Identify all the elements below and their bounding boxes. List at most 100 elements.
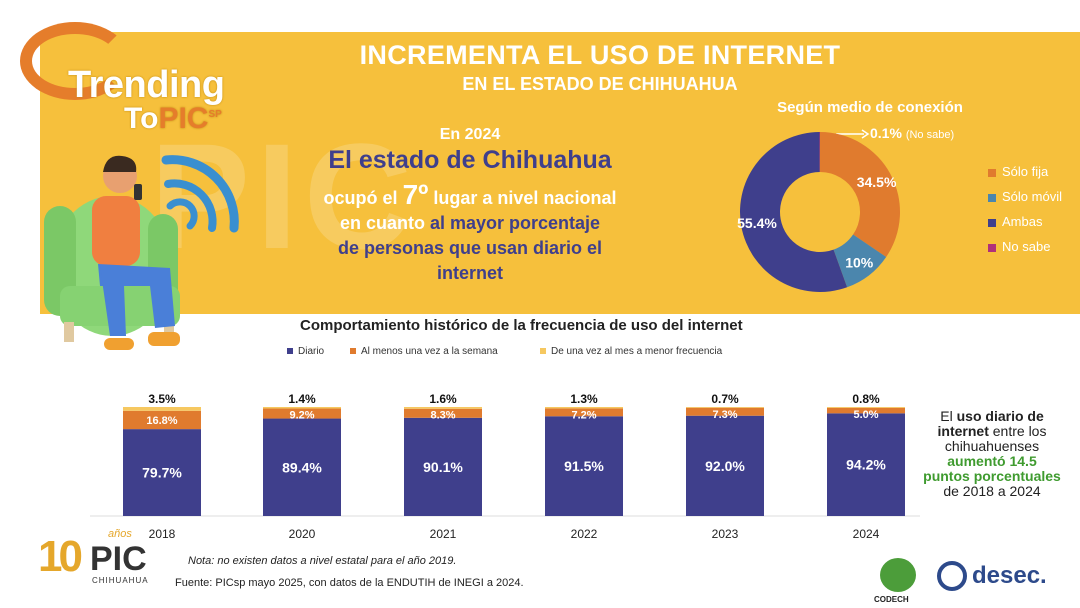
legend-label: Al menos una vez a la semana (361, 346, 498, 357)
history-legend-item-2: De una vez al mes a menor frecuencia (540, 346, 722, 357)
bar-label-2022-0: 91.5% (564, 458, 604, 474)
x-tick-2024: 2024 (853, 527, 880, 541)
bar-2018-0 (123, 429, 201, 516)
donut-slice-1 (833, 234, 887, 288)
legend-swatch (988, 218, 996, 227)
bar-2024-2 (827, 407, 905, 408)
source-note: Fuente: PICsp mayo 2025, con datos de la… (175, 577, 524, 589)
desec-logo-icon (937, 561, 967, 591)
bar-label-2020-2: 1.4% (288, 392, 316, 406)
bar-2023-0 (686, 415, 764, 516)
x-tick-2023: 2023 (712, 527, 739, 541)
page-title: INCREMENTA EL USO DE INTERNET (359, 40, 841, 70)
donut-chart: 34.5% 10% 55.4% (737, 132, 900, 292)
rank-number: 7º (402, 179, 429, 210)
donut-legend-item-0: Sólo fija (988, 164, 1048, 179)
bar-label-2024-0: 94.2% (846, 457, 886, 473)
x-tick-2020: 2020 (289, 527, 316, 541)
legend-label: Sólo móvil (1002, 189, 1062, 204)
nosabe-label: (No sabe) (905, 129, 955, 141)
logo-to: To (124, 102, 159, 135)
wifi-icon (161, 155, 239, 233)
donut-legend-item-2: Ambas (988, 214, 1042, 229)
pic-watermark: PIC (150, 112, 419, 280)
codech-logo-label: CODECH (874, 595, 909, 604)
rank-line-4: internet (436, 263, 503, 283)
summary-text: El uso diario de internet entre los chih… (923, 408, 1061, 499)
bar-2020-1 (263, 408, 341, 419)
legend-swatch (988, 193, 996, 202)
bar-label-2018-0: 79.7% (142, 465, 182, 481)
bar-label-2021-0: 90.1% (423, 459, 463, 475)
page-subtitle: EN EL ESTADO DE CHIHUAHUA (462, 74, 738, 94)
legend-swatch (350, 348, 356, 355)
highlight-rank-text: ocupó el 7º lugar a nivel nacional en cu… (290, 179, 650, 286)
bar-2018-1 (123, 410, 201, 430)
rank-line-3: de personas que usan diario el (337, 238, 603, 258)
bar-2021-1 (404, 408, 482, 418)
donut-label-2: 55.4% (737, 215, 777, 231)
bar-2020-0 (263, 418, 341, 516)
bar-label-2024-1: 5.0% (853, 409, 878, 421)
bar-2023-2 (686, 407, 764, 408)
rank-line-1: ocupó el 7º lugar a nivel nacional (323, 179, 617, 210)
nosabe-value: 0.1% (870, 125, 902, 141)
bar-label-2020-0: 89.4% (282, 459, 322, 475)
donut-slice-2 (740, 132, 848, 292)
highlight-state: El estado de Chihuahua (328, 146, 612, 174)
bar-2021-2 (404, 407, 482, 409)
bar-2022-2 (545, 407, 623, 409)
legend-label: Diario (298, 346, 325, 357)
bar-label-2023-1: 7.3% (712, 409, 737, 421)
bar-label-2024-2: 0.8% (852, 392, 880, 406)
history-chart-title: Comportamiento histórico de la frecuenci… (300, 317, 743, 334)
codech-logo-icon (880, 558, 916, 592)
donut-legend-item-1: Sólo móvil (988, 189, 1062, 204)
bar-2024-0 (827, 413, 905, 516)
person-on-armchair-illustration (44, 155, 239, 350)
bar-label-2022-2: 1.3% (570, 392, 598, 406)
pic-10-anos-chihuahua: CHIHUAHUA (92, 576, 149, 585)
bar-label-2022-1: 7.2% (571, 409, 596, 421)
bar-label-2018-1: 16.8% (146, 415, 177, 427)
bar-2024-1 (827, 407, 905, 414)
nosabe-note: 0.1% (No sabe) (870, 125, 954, 141)
legend-label: Sólo fija (1002, 164, 1049, 179)
donut-label-1: 10% (845, 255, 874, 271)
pic-10-anos-number: 10 (38, 532, 83, 581)
donut-slice-0 (820, 132, 900, 257)
legend-swatch (287, 348, 293, 355)
nosabe-arrow-icon (836, 129, 870, 139)
bar-label-2023-2: 0.7% (711, 392, 739, 406)
desec-logo-label: desec. (972, 562, 1047, 589)
logo-pic: PIC (158, 102, 209, 135)
bar-2022-0 (545, 416, 623, 516)
bar-label-2018-2: 3.5% (148, 392, 176, 406)
stacked-bar-chart: 79.7% 16.8% 3.5% 2018 89.4% 9.2% 1.4% 2020 90.1%… (90, 392, 920, 541)
x-tick-2021: 2021 (430, 527, 457, 541)
footnote: Nota: no existen datos a nivel estatal p… (188, 555, 457, 567)
pic-10-anos-pic: PIC (90, 540, 147, 578)
legend-swatch (988, 243, 996, 252)
legend-swatch (988, 168, 996, 177)
x-tick-2022: 2022 (571, 527, 598, 541)
bar-2018-2 (123, 407, 201, 411)
x-tick-2018: 2018 (149, 527, 176, 541)
donut-slice-3 (819, 132, 820, 173)
highlight-year: En 2024 (439, 126, 501, 143)
bar-label-2021-1: 8.3% (430, 410, 455, 422)
rank-line-2: en cuanto al mayor porcentaje (339, 213, 601, 233)
bar-label-2021-2: 1.6% (429, 392, 457, 406)
bar-2022-1 (545, 408, 623, 417)
bar-label-2023-0: 92.0% (705, 458, 745, 474)
logo-topic-text: ToPICSP (124, 102, 222, 136)
pic-10-anos-label: años (108, 528, 132, 540)
legend-label: De una vez al mes a menor frecuencia (551, 346, 723, 357)
bar-2020-2 (263, 407, 341, 409)
logo-trending-text: Trending (68, 64, 225, 106)
legend-label: No sabe (1002, 239, 1051, 254)
legend-swatch (540, 348, 546, 355)
bar-2021-0 (404, 417, 482, 516)
bar-2023-1 (686, 407, 764, 416)
history-legend-item-1: Al menos una vez a la semana (350, 346, 498, 357)
